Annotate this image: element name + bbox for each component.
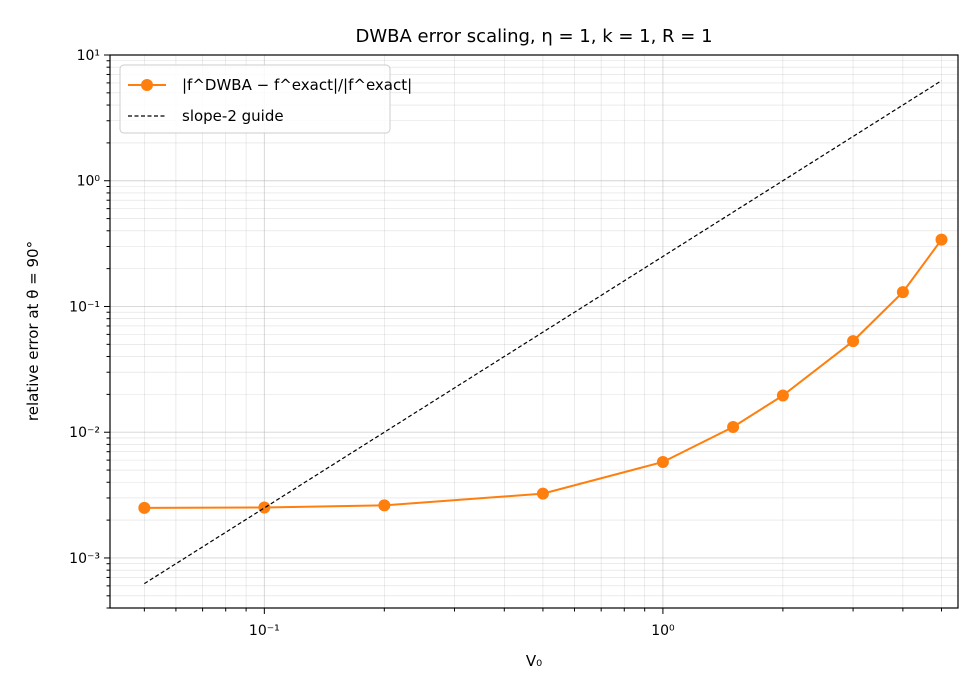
slope-2-guide-line xyxy=(144,80,942,585)
legend-box xyxy=(119,64,391,134)
legend-entry-error: |f^DWBA − f^exact|/|f^exact| xyxy=(182,76,412,94)
y-tick-label: 10¹ xyxy=(77,48,100,64)
y-axis-label: relative error at θ = 90° xyxy=(24,241,42,421)
error-data-point xyxy=(776,389,789,402)
x-tick-label: 10⁻¹ xyxy=(249,623,280,639)
error-data-point xyxy=(536,487,549,500)
error-data-point xyxy=(138,501,151,514)
series-layer xyxy=(138,80,948,585)
error-data-point xyxy=(258,501,271,514)
legend-entry-guide: slope-2 guide xyxy=(182,107,284,125)
x-tick-label: 10⁰ xyxy=(651,623,675,639)
legend: |f^DWBA − f^exact|/|f^exact| slope-2 gui… xyxy=(119,64,412,134)
ticks: 10⁻¹ 10⁰ 10⁻³ 10⁻² 10⁻¹ 10⁰ 10¹ xyxy=(69,48,943,639)
error-data-point xyxy=(656,455,669,468)
plot-frame xyxy=(109,54,959,609)
chart-title: DWBA error scaling, η = 1, k = 1, R = 1 xyxy=(355,26,712,47)
error-data-point xyxy=(727,421,740,434)
error-data-point xyxy=(847,335,860,348)
error-data-point xyxy=(935,233,948,246)
y-tick-label: 10⁰ xyxy=(77,174,101,190)
y-tick-label: 10⁻¹ xyxy=(69,299,100,315)
y-tick-label: 10⁻³ xyxy=(69,551,100,567)
error-data-point xyxy=(378,499,391,512)
error-data-point xyxy=(896,286,909,299)
x-axis-label: V₀ xyxy=(526,652,542,670)
y-tick-label: 10⁻² xyxy=(69,425,100,441)
legend-swatch-error-marker xyxy=(141,79,153,91)
error-series-line xyxy=(144,239,943,509)
